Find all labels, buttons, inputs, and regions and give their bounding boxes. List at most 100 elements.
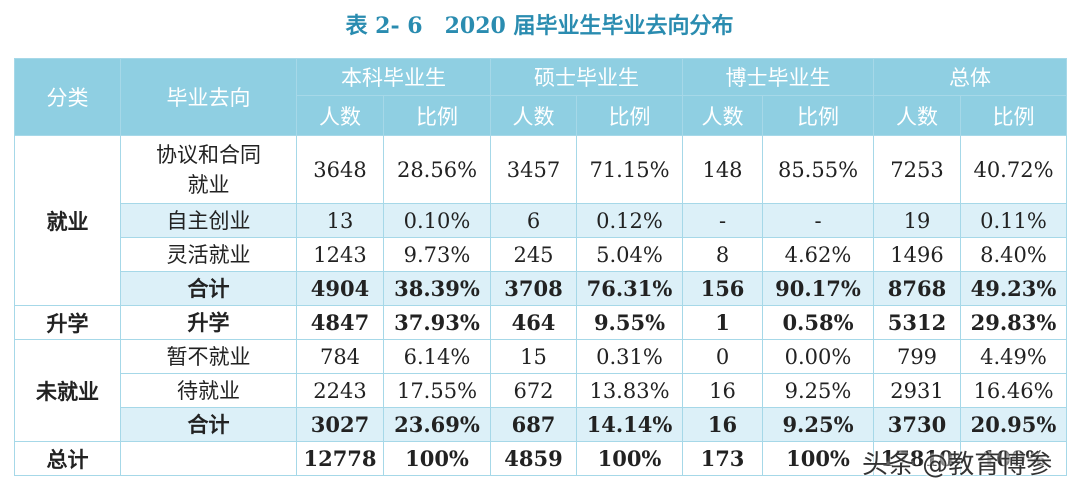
table-row: 灵活就业 1243 9.73% 245 5.04% 8 4.62% 1496 8.40% xyxy=(15,237,1067,272)
data-cell: 8.40% xyxy=(960,237,1067,272)
data-cell: 37.93% xyxy=(383,305,491,340)
table-row: 合计 3027 23.69% 687 14.14% 16 9.25% 3730 20.95% xyxy=(15,407,1067,442)
data-cell: 0.10% xyxy=(383,203,491,238)
header-group: 博士毕业生 xyxy=(682,58,874,96)
data-cell: 9.73% xyxy=(383,237,491,272)
data-cell: 4859 xyxy=(490,441,577,476)
data-cell: 15 xyxy=(490,339,577,374)
data-cell: 85.55% xyxy=(762,135,874,204)
data-cell: 71.15% xyxy=(576,135,683,204)
data-cell: 8 xyxy=(682,237,763,272)
data-cell: 1 xyxy=(682,305,763,340)
data-cell: 12778 xyxy=(296,441,384,476)
data-cell: 0 xyxy=(682,339,763,374)
data-cell: 100% xyxy=(576,441,683,476)
data-cell: 100% xyxy=(762,441,874,476)
data-cell: 4.49% xyxy=(960,339,1067,374)
data-cell: 23.69% xyxy=(383,407,491,442)
data-cell: 672 xyxy=(490,373,577,408)
data-cell: - xyxy=(682,203,763,238)
data-cell: 3457 xyxy=(490,135,577,204)
data-cell: 0.58% xyxy=(762,305,874,340)
data-cell: 6.14% xyxy=(383,339,491,374)
data-cell: 3648 xyxy=(296,135,384,204)
header-group: 本科毕业生 xyxy=(296,58,491,96)
data-cell: 1496 xyxy=(873,237,961,272)
destination-cell: 升学 xyxy=(120,305,297,340)
table-title: 表 2- 6 2020 届毕业生毕业去向分布 xyxy=(345,13,734,39)
category-cell: 总计 xyxy=(14,441,121,476)
data-cell: 3708 xyxy=(490,271,577,306)
data-cell: 19 xyxy=(873,203,961,238)
data-cell: 245 xyxy=(490,237,577,272)
data-cell: 6 xyxy=(490,203,577,238)
table-body: 就业 协议和合同就业 3648 28.56% 3457 71.15% 148 85.55% 72… xyxy=(14,135,1067,476)
table-row: 总计 12778 100% 4859 100% 173 100% 17810 100% xyxy=(14,441,1067,476)
data-cell: 28.56% xyxy=(383,135,491,204)
data-cell: 0.12% xyxy=(576,203,683,238)
header-sub: 比例 xyxy=(576,95,683,136)
destination-cell: 待就业 xyxy=(120,373,297,408)
header-sub: 比例 xyxy=(762,95,874,136)
table-row: 升学 升学 4847 37.93% 464 9.55% 1 0.58% 5312 29.83% xyxy=(14,305,1067,340)
data-cell: 1243 xyxy=(296,237,384,272)
data-cell: 16 xyxy=(682,407,763,442)
data-cell: 38.39% xyxy=(383,271,491,306)
destination-cell: 暂不就业 xyxy=(120,339,297,374)
data-cell: - xyxy=(762,203,874,238)
data-cell: 29.83% xyxy=(960,305,1067,340)
data-cell: 9.25% xyxy=(762,373,874,408)
data-cell: 17810 xyxy=(873,441,961,476)
destination-cell: 协议和合同就业 xyxy=(120,135,297,204)
data-cell: 5312 xyxy=(873,305,961,340)
data-cell: 0.00% xyxy=(762,339,874,374)
data-cell: 13.83% xyxy=(576,373,683,408)
table-row: 就业 协议和合同就业 3648 28.56% 3457 71.15% 148 85.55% 72… xyxy=(14,135,1067,306)
category-cell: 升学 xyxy=(14,305,121,340)
data-cell: 799 xyxy=(873,339,961,374)
destination-cell: 自主创业 xyxy=(120,203,297,238)
data-cell: 148 xyxy=(682,135,763,204)
data-cell: 40.72% xyxy=(960,135,1067,204)
watermark: 头条 @教育博参 xyxy=(862,450,1053,480)
data-cell: 100% xyxy=(960,441,1067,476)
header-sub: 人数 xyxy=(490,95,577,136)
header-sub: 人数 xyxy=(873,95,961,136)
data-cell: 156 xyxy=(682,271,763,306)
data-cell: 173 xyxy=(682,441,763,476)
data-cell: 9.55% xyxy=(576,305,683,340)
header-sub: 人数 xyxy=(682,95,763,136)
data-cell: 100% xyxy=(383,441,491,476)
data-cell: 20.95% xyxy=(960,407,1067,442)
destination-cell: 灵活就业 xyxy=(120,237,297,272)
header-cell: 毕业去向 xyxy=(120,58,297,136)
category-cell: 就业 xyxy=(14,135,121,306)
header-row: 分类 毕业去向 本科毕业生 硕士毕业生 博士毕业生 总体 xyxy=(14,58,1067,136)
data-cell: 2243 xyxy=(296,373,384,408)
data-cell: 687 xyxy=(490,407,577,442)
data-cell: 13 xyxy=(296,203,384,238)
data-cell: 17.55% xyxy=(383,373,491,408)
data-cell: 14.14% xyxy=(576,407,683,442)
category-cell: 未就业 xyxy=(14,339,121,442)
data-cell: 7253 xyxy=(873,135,961,204)
table-row: 自主创业 13 0.10% 6 0.12% - -19 0.11% xyxy=(15,203,1067,238)
data-cell: 784 xyxy=(296,339,384,374)
data-cell: 4904 xyxy=(296,271,384,306)
data-cell: 16.46% xyxy=(960,373,1067,408)
data-cell: 9.25% xyxy=(762,407,874,442)
data-cell: 464 xyxy=(490,305,577,340)
destination-cell: 合计 xyxy=(120,407,297,442)
data-cell: 4847 xyxy=(296,305,384,340)
data-cell: 2931 xyxy=(873,373,961,408)
header-sub: 比例 xyxy=(383,95,491,136)
data-cell: 49.23% xyxy=(960,271,1067,306)
table-row: 合计 4904 38.39% 3708 76.31% 156 90.17% 8768 49.23… xyxy=(15,271,1067,306)
table-row: 未就业 暂不就业 784 6.14% 15 0.31% 0 0.00% 799 4.49% xyxy=(14,339,1067,442)
header-cell: 分类 xyxy=(14,58,121,136)
data-cell: 8768 xyxy=(873,271,961,306)
data-cell: 5.04% xyxy=(576,237,683,272)
data-cell: 16 xyxy=(682,373,763,408)
table: 分类 毕业去向 本科毕业生 硕士毕业生 博士毕业生 总体 人数 比例 人数 比例 人数 比例 人数… xyxy=(14,58,1067,476)
